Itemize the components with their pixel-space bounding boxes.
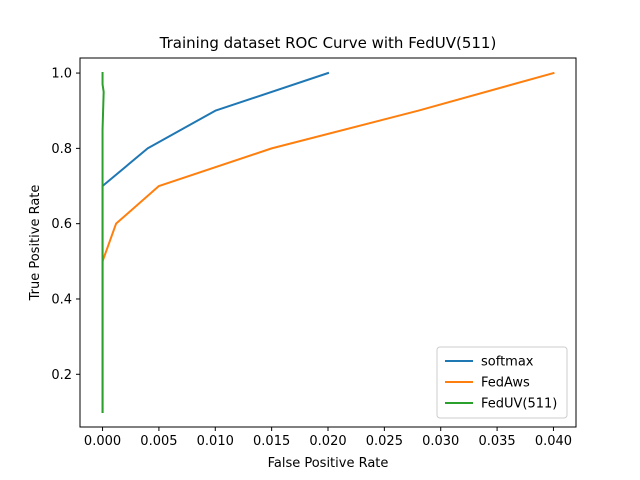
y-axis-label: True Positive Rate [28,185,43,302]
legend-label: FedUV(511) [481,397,557,412]
x-tick-label: 0.035 [478,434,515,449]
x-axis: 0.000 0.005 0.010 0.015 0.020 0.025 0.030 0.035… [84,427,572,449]
x-tick-label: 0.025 [366,434,403,449]
x-tick-label: 0.000 [84,434,121,449]
y-tick-label: 0.6 [51,217,72,232]
x-tick-label: 0.030 [422,434,459,449]
y-axis: 0.2 0.4 0.6 0.8 1.0 [51,67,80,383]
y-tick-label: 0.8 [51,142,72,157]
legend-box [436,346,568,419]
x-tick-label: 0.040 [535,434,572,449]
y-tick-label: 0.4 [51,292,72,307]
x-tick-label: 0.020 [309,434,346,449]
x-tick-label: 0.005 [140,434,177,449]
y-tick-label: 1.0 [51,67,72,82]
legend: softmax FedAws FedUV(511) [436,346,568,419]
series-line-feduv-511 [101,72,105,413]
y-tick-label: 0.2 [51,368,72,383]
legend-label: softmax [481,355,534,370]
series-line-softmax [101,71,330,413]
x-axis-label: False Positive Rate [268,456,389,471]
plot-area [101,71,555,413]
x-tick-label: 0.010 [197,434,234,449]
legend-label: FedAws [481,376,530,391]
chart-title: Training dataset ROC Curve with FedUV(51… [159,34,497,52]
x-tick-label: 0.015 [253,434,290,449]
